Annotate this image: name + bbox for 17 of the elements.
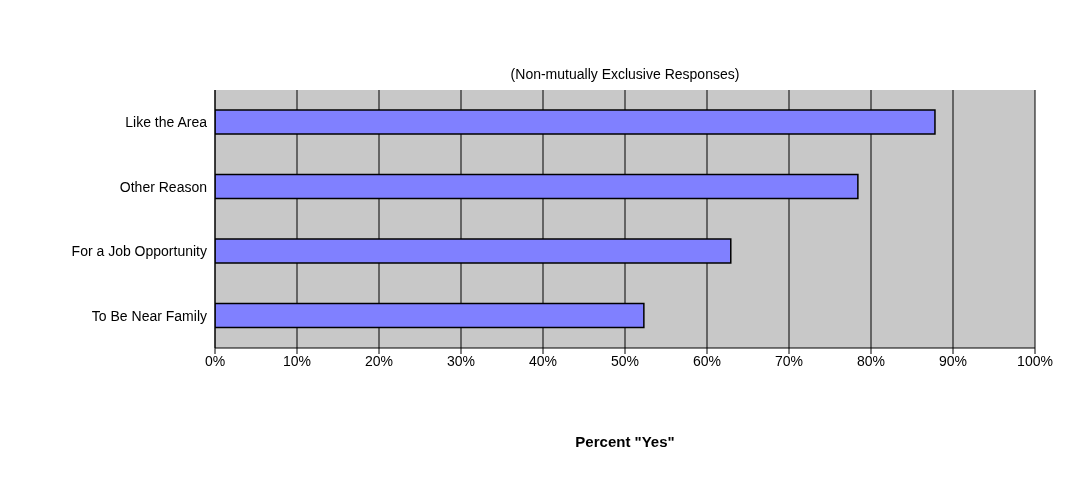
x-tick-label: 80% [856, 352, 886, 369]
y-tick-label: Other Reason [119, 178, 207, 195]
y-tick-label: For a Job Opportunity [71, 243, 207, 260]
x-tick-label: 30% [446, 352, 476, 369]
x-tick-label: 90% [938, 352, 968, 369]
x-axis-title: Percent "Yes" [574, 433, 676, 450]
y-tick-label: To Be Near Family [91, 307, 207, 324]
x-tick-label: 70% [774, 352, 804, 369]
x-tick-label: 100% [1017, 352, 1053, 369]
x-tick-label: 40% [528, 352, 558, 369]
x-tick-label: 0% [204, 352, 226, 369]
chart-title: (Non-mutually Exclusive Responses) [509, 65, 741, 84]
x-tick-label: 10% [282, 352, 312, 369]
x-tick-label: 60% [692, 352, 722, 369]
x-tick-label: 50% [610, 352, 640, 369]
y-tick-label: Like the Area [125, 114, 208, 131]
x-tick-label: 20% [364, 352, 394, 369]
